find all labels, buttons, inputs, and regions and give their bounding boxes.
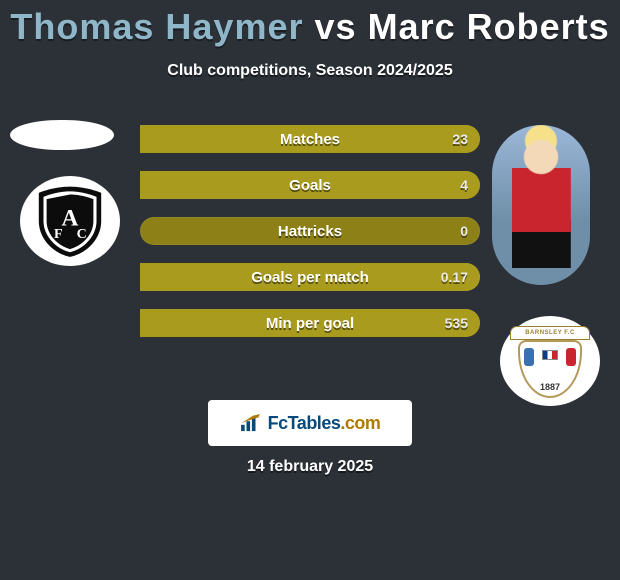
badge-banner: BARNSLEY F.C: [510, 326, 590, 340]
brand-name: FcTables: [268, 413, 341, 433]
brand-text: FcTables.com: [268, 413, 381, 434]
badge-figure-right: [566, 348, 576, 366]
date-text: 14 february 2025: [0, 458, 620, 476]
stat-row: Matches23: [140, 125, 480, 153]
svg-text:C: C: [77, 226, 87, 242]
comparison-title: Thomas Haymer vs Marc Roberts: [0, 0, 620, 48]
player2-club-badge: BARNSLEY F.C 1887: [500, 316, 600, 406]
stat-value-right: 535: [433, 309, 480, 337]
stat-value-right: 0.17: [429, 263, 480, 291]
stat-label: Goals: [140, 171, 480, 199]
stat-label: Matches: [140, 125, 480, 153]
brand-box: FcTables.com: [208, 400, 412, 446]
stat-row: Min per goal535: [140, 309, 480, 337]
player2-name: Marc Roberts: [368, 6, 610, 47]
subtitle: Club competitions, Season 2024/2025: [0, 62, 620, 80]
vs-text: vs: [315, 6, 357, 47]
stat-row: Goals4: [140, 171, 480, 199]
stat-value-right: 0: [448, 217, 480, 245]
stat-label: Hattricks: [140, 217, 480, 245]
player1-club-badge: A F C: [20, 176, 120, 266]
barnsley-badge-icon: BARNSLEY F.C 1887: [510, 324, 590, 398]
stat-value-right: 23: [440, 125, 480, 153]
player2-avatar: [492, 125, 590, 285]
shield-icon: A F C: [31, 182, 109, 260]
stat-row: Goals per match0.17: [140, 263, 480, 291]
badge-flag-icon: [542, 350, 558, 360]
bars-rising-icon: [240, 414, 262, 432]
stat-row: Hattricks0: [140, 217, 480, 245]
player1-avatar: [10, 120, 114, 150]
brand-suffix: .com: [340, 413, 380, 433]
stat-label: Min per goal: [140, 309, 480, 337]
badge-year: 1887: [510, 382, 590, 392]
svg-text:F: F: [54, 226, 63, 242]
player1-name: Thomas Haymer: [10, 6, 303, 47]
stats-bars: Matches23 Goals4 Hattricks0 Goals per match…: [140, 125, 480, 355]
stat-value-right: 4: [448, 171, 480, 199]
badge-figure-left: [524, 348, 534, 366]
